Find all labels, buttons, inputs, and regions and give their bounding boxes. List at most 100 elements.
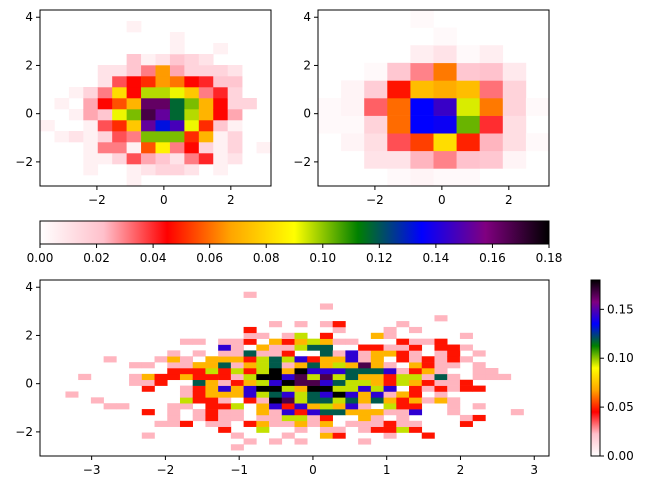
heatmap-cell bbox=[218, 379, 232, 386]
heatmap-cell bbox=[370, 420, 384, 427]
heatmap-cell bbox=[169, 43, 185, 55]
heatmap-cell bbox=[410, 80, 434, 99]
heatmap-cell bbox=[218, 385, 232, 392]
heatmap-cell bbox=[434, 338, 448, 345]
x-tick-label: 0 bbox=[160, 193, 168, 207]
heatmap-cell bbox=[256, 368, 270, 375]
heatmap-cell bbox=[167, 356, 181, 363]
heatmap-cell bbox=[307, 373, 321, 381]
heatmap-cell bbox=[205, 368, 219, 375]
heatmap-cell bbox=[421, 385, 435, 392]
heatmap-cell bbox=[112, 87, 127, 99]
heatmap-cell bbox=[294, 338, 308, 345]
heatmap-cell bbox=[192, 368, 206, 375]
heatmap-cell bbox=[169, 98, 185, 110]
heatmap-cell bbox=[319, 332, 333, 339]
heatmap-cell bbox=[383, 379, 397, 386]
heatmap-cell bbox=[83, 131, 99, 143]
heatmap-cell bbox=[421, 356, 435, 363]
heatmap-cell bbox=[205, 385, 219, 392]
heatmap-cell bbox=[205, 373, 219, 381]
x-tick-label: −1 bbox=[230, 463, 248, 477]
heatmap-cell bbox=[319, 373, 333, 381]
heatmap-cell bbox=[345, 397, 359, 404]
heatmap-cell bbox=[396, 344, 410, 351]
y-tick-label: −2 bbox=[293, 155, 311, 169]
heatmap-cell bbox=[370, 356, 384, 363]
heatmap-cell bbox=[184, 153, 200, 165]
heatmap-cell bbox=[243, 368, 257, 375]
heatmap-cell bbox=[154, 356, 168, 363]
heatmap-cell bbox=[281, 356, 295, 363]
heatmap-cell bbox=[459, 414, 473, 422]
heatmap-cell bbox=[358, 362, 372, 369]
heatmap-cell bbox=[141, 65, 156, 77]
heatmap-cell bbox=[155, 65, 171, 77]
heatmap-cell bbox=[370, 385, 384, 392]
heatmap-cell bbox=[141, 87, 156, 99]
heatmap-cell bbox=[319, 426, 333, 433]
heatmap-cell bbox=[409, 338, 423, 345]
heatmap-cell bbox=[332, 397, 346, 404]
heatmap-cell bbox=[456, 45, 480, 64]
heatmap-cell bbox=[184, 120, 200, 132]
heatmap-cell bbox=[256, 142, 272, 154]
heatmap-cell bbox=[230, 385, 244, 392]
heatmap-top-right: −2 0 2 −2 0 2 4 bbox=[293, 9, 550, 207]
heatmap-cell bbox=[205, 409, 219, 416]
heatmap-cell bbox=[447, 373, 461, 381]
heatmap-cell bbox=[205, 414, 219, 422]
y-tick-label: 0 bbox=[25, 377, 33, 391]
heatmap-cell bbox=[433, 45, 457, 64]
heatmap-cell bbox=[396, 391, 410, 398]
heatmap-cell bbox=[256, 362, 270, 369]
y-axis-ticks: −2 0 2 4 bbox=[15, 10, 40, 169]
heatmap-cell bbox=[319, 368, 333, 375]
heatmap-cell bbox=[198, 87, 214, 99]
heatmap-cell bbox=[192, 373, 206, 381]
heatmap-cell bbox=[409, 397, 423, 404]
heatmap-cell bbox=[141, 120, 156, 132]
heatmap-cell bbox=[433, 150, 457, 169]
heatmap-bottom: −3 −2 −1 0 1 2 3 −2 0 2 4 bbox=[15, 279, 550, 477]
heatmap-cell bbox=[230, 409, 244, 416]
heatmap-cell bbox=[227, 98, 243, 110]
heatmap-cell bbox=[409, 385, 423, 392]
heatmap-cell bbox=[459, 356, 473, 363]
heatmap-cell bbox=[447, 397, 461, 404]
heatmap-cell bbox=[213, 142, 228, 154]
heatmap-cell bbox=[502, 98, 527, 116]
heatmap-cell bbox=[141, 362, 155, 369]
heatmap-cell bbox=[256, 414, 270, 422]
heatmap-cell bbox=[525, 98, 550, 116]
x-tick-label: −2 bbox=[366, 193, 384, 207]
heatmap-cell bbox=[281, 368, 295, 375]
heatmap-cell bbox=[307, 338, 321, 345]
heatmap-cell bbox=[479, 115, 504, 134]
heatmap-cell bbox=[319, 356, 333, 363]
heatmap-cell bbox=[184, 98, 200, 110]
heatmap-cell bbox=[307, 409, 321, 416]
heatmap-cell bbox=[396, 409, 410, 416]
heatmap-cell bbox=[433, 133, 457, 152]
heatmap-cell bbox=[281, 391, 295, 398]
heatmap-cell bbox=[213, 153, 228, 165]
heatmap-cell bbox=[434, 373, 448, 381]
heatmap-cell bbox=[370, 373, 384, 381]
heatmap-cell bbox=[370, 414, 384, 422]
heatmap-cell bbox=[358, 391, 372, 398]
heatmap-cell bbox=[141, 98, 156, 110]
heatmap-cell bbox=[155, 76, 171, 88]
heatmap-cell bbox=[256, 332, 270, 339]
heatmap-cell bbox=[294, 438, 308, 445]
heatmap-cell bbox=[370, 368, 384, 375]
heatmap-cell bbox=[184, 76, 200, 88]
y-tick-label: 4 bbox=[25, 10, 33, 24]
heatmap-cell bbox=[230, 350, 244, 357]
heatmap-cell bbox=[358, 344, 372, 351]
heatmap-cell bbox=[68, 87, 84, 99]
heatmap-cell bbox=[141, 54, 156, 66]
heatmap-cell bbox=[410, 150, 434, 169]
heatmap-cell bbox=[341, 133, 365, 152]
heatmap-cell bbox=[184, 65, 200, 77]
